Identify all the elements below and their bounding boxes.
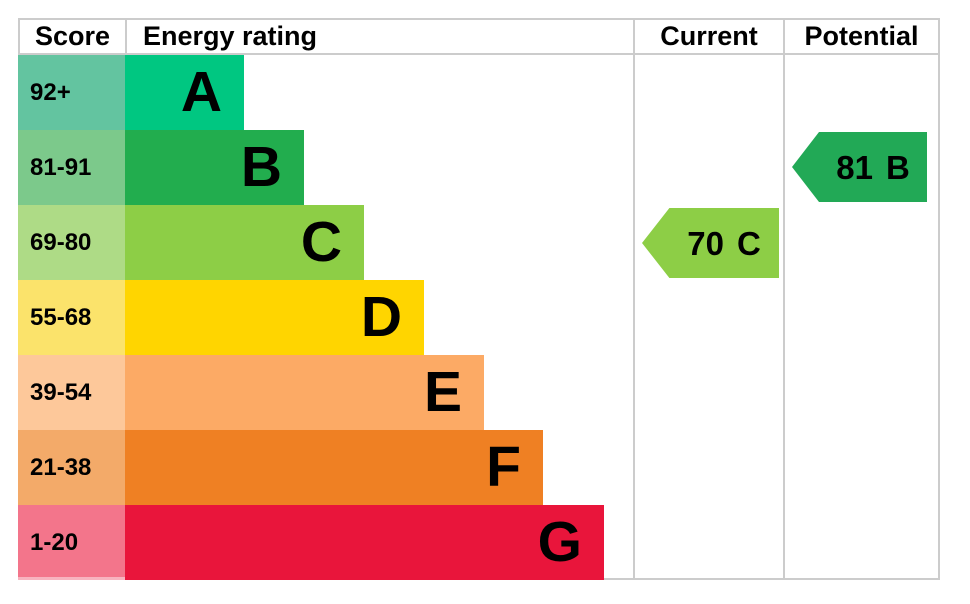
score-range-a: 92+ <box>18 55 125 130</box>
band-row-a: 92+ A <box>18 55 940 130</box>
rating-bar-a: A <box>125 55 244 130</box>
header-current: Current <box>633 20 783 53</box>
score-range-c: 69-80 <box>18 205 125 280</box>
chart-header: Score Energy rating Current Potential <box>18 18 940 55</box>
rating-bar-d: D <box>125 280 424 355</box>
column-divider-current <box>633 55 635 580</box>
rating-bar-b: B <box>125 130 304 205</box>
band-row-e: 39-54 E <box>18 355 940 430</box>
current-score-value: 70 <box>687 224 724 262</box>
potential-score-value: 81 <box>836 148 873 186</box>
header-score: Score <box>18 20 125 53</box>
band-row-d: 55-68 D <box>18 280 940 355</box>
band-letter-g: G <box>537 510 582 574</box>
rating-bands: 92+ A 81-91 B 69-80 C 55-68 D 39-54 <box>18 55 940 580</box>
score-range-g: 1-20 <box>18 505 125 580</box>
band-letter-d: D <box>360 285 402 349</box>
column-divider-potential <box>783 55 785 580</box>
band-row-g: 1-20 G <box>18 505 940 580</box>
band-letter-e: E <box>423 360 462 424</box>
band-row-f: 21-38 F <box>18 430 940 505</box>
rating-bar-g: G <box>125 505 604 580</box>
table-right-border <box>938 55 940 580</box>
band-row-b: 81-91 B <box>18 130 940 205</box>
rating-bar-c: C <box>125 205 364 280</box>
score-range-b: 81-91 <box>18 130 125 205</box>
band-letter-f: F <box>486 435 521 499</box>
score-range-f: 21-38 <box>18 430 125 505</box>
potential-rating-arrow: 81 B <box>792 132 927 202</box>
band-row-c: 69-80 C <box>18 205 940 280</box>
band-letter-a: A <box>180 60 222 124</box>
rating-bar-f: F <box>125 430 543 505</box>
potential-band-letter: B <box>885 148 910 186</box>
header-energy-rating: Energy rating <box>125 20 633 53</box>
rating-bar-e: E <box>125 355 484 430</box>
band-letter-b: B <box>240 135 282 199</box>
score-range-e: 39-54 <box>18 355 125 430</box>
score-range-d: 55-68 <box>18 280 125 355</box>
current-rating-arrow: 70 C <box>642 208 779 278</box>
current-band-letter: C <box>736 224 761 262</box>
header-potential: Potential <box>783 20 940 53</box>
band-letter-c: C <box>300 210 342 274</box>
